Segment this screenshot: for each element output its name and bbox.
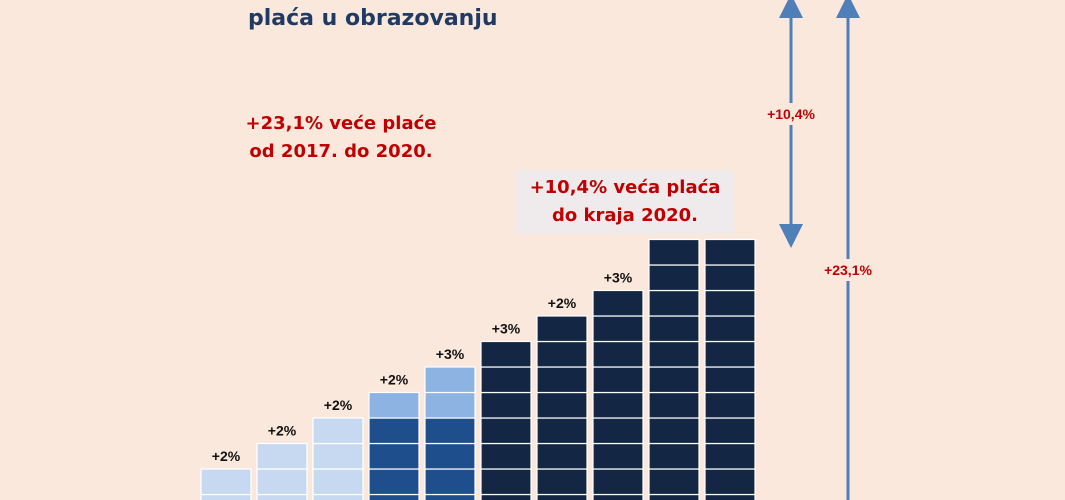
bar-6-cell	[480, 391, 532, 419]
bar-6-cell	[480, 468, 532, 496]
note-box-line1: +10,4% veća plaća	[529, 177, 721, 198]
bar-9-cell	[648, 264, 700, 292]
bar-9-cell	[648, 493, 700, 500]
bar-5-cell	[424, 442, 476, 470]
bar-6-cell	[480, 417, 532, 445]
bar-3-cell	[312, 442, 364, 470]
bar-1-cell	[200, 493, 252, 500]
bar-2-cell	[256, 468, 308, 496]
bar-7-cell	[536, 417, 588, 445]
bar-8-cell	[592, 289, 644, 317]
bar-10-cell	[704, 340, 756, 368]
bar-10-cell	[704, 289, 756, 317]
bar-10-cell	[704, 417, 756, 445]
bar-9-cell	[648, 468, 700, 496]
bar-3-cell	[312, 493, 364, 500]
bar-9-cell	[648, 289, 700, 317]
bar-10-cell	[704, 315, 756, 343]
bar-10-cell	[704, 264, 756, 292]
bar-9-cell	[648, 391, 700, 419]
bar-7-cell	[536, 442, 588, 470]
span-label-23-1-bg	[815, 259, 881, 281]
bar-3-cell	[312, 468, 364, 496]
bar-4-increment-label: +2%	[380, 372, 409, 388]
bar-6-cell	[480, 366, 532, 394]
bar-10-cell	[704, 366, 756, 394]
bar-5-cell	[424, 366, 476, 394]
note-box: +10,4% veća plaća do kraja 2020.	[516, 170, 734, 234]
bar-2-increment-label: +2%	[268, 423, 297, 439]
bar-5-cell	[424, 417, 476, 445]
bar-3-cell	[312, 417, 364, 445]
bar-10-cell	[704, 493, 756, 500]
bar-10-cell	[704, 468, 756, 496]
bar-3-increment-label: +2%	[324, 397, 353, 413]
bar-5-cell	[424, 493, 476, 500]
bar-7-cell	[536, 468, 588, 496]
bar-1-increment-label: +2%	[212, 448, 241, 464]
chart-title: plaća u obrazovanju	[248, 6, 498, 31]
bar-8-cell	[592, 442, 644, 470]
bar-2-cell	[256, 442, 308, 470]
bar-7-cell	[536, 366, 588, 394]
bar-10-cell	[704, 238, 756, 266]
bar-10-cell	[704, 442, 756, 470]
bar-8-cell	[592, 340, 644, 368]
bar-10-cell	[704, 391, 756, 419]
bar-6-cell	[480, 493, 532, 500]
bar-8-cell	[592, 391, 644, 419]
bar-4-cell	[368, 442, 420, 470]
bar-1-cell	[200, 468, 252, 496]
bar-5-increment-label: +3%	[436, 346, 465, 362]
bar-4-cell	[368, 391, 420, 419]
note-left-line1: +23,1% veće plaće	[245, 113, 437, 134]
bar-7-cell	[536, 493, 588, 500]
span-label-23-1: +23,1%	[824, 262, 872, 278]
bar-7-cell	[536, 340, 588, 368]
bar-9-cell	[648, 417, 700, 445]
bar-7-cell	[536, 315, 588, 343]
bar-5-cell	[424, 468, 476, 496]
note-left: +23,1% veće plaće od 2017. do 2020.	[226, 110, 456, 166]
bar-7-increment-label: +2%	[548, 295, 577, 311]
bar-7-cell	[536, 391, 588, 419]
bar-8-cell	[592, 493, 644, 500]
bar-5-cell	[424, 391, 476, 419]
bar-8-increment-label: +3%	[604, 270, 633, 286]
bar-4-cell	[368, 468, 420, 496]
bar-6-increment-label: +3%	[492, 321, 521, 337]
bar-2-cell	[256, 493, 308, 500]
bar-9-cell	[648, 238, 700, 266]
bar-4-cell	[368, 493, 420, 500]
bar-4-cell	[368, 417, 420, 445]
bar-6-cell	[480, 442, 532, 470]
bar-9-cell	[648, 442, 700, 470]
bar-8-cell	[592, 366, 644, 394]
span-label-10-4-bg	[758, 103, 824, 125]
bar-9-cell	[648, 340, 700, 368]
bar-6-cell	[480, 340, 532, 368]
bar-8-cell	[592, 468, 644, 496]
bar-9-cell	[648, 366, 700, 394]
span-label-10-4: +10,4%	[767, 106, 815, 122]
note-box-line2: do kraja 2020.	[551, 205, 699, 226]
bar-8-cell	[592, 315, 644, 343]
bar-8-cell	[592, 417, 644, 445]
note-left-line2: od 2017. do 2020.	[249, 141, 433, 162]
bar-9-cell	[648, 315, 700, 343]
